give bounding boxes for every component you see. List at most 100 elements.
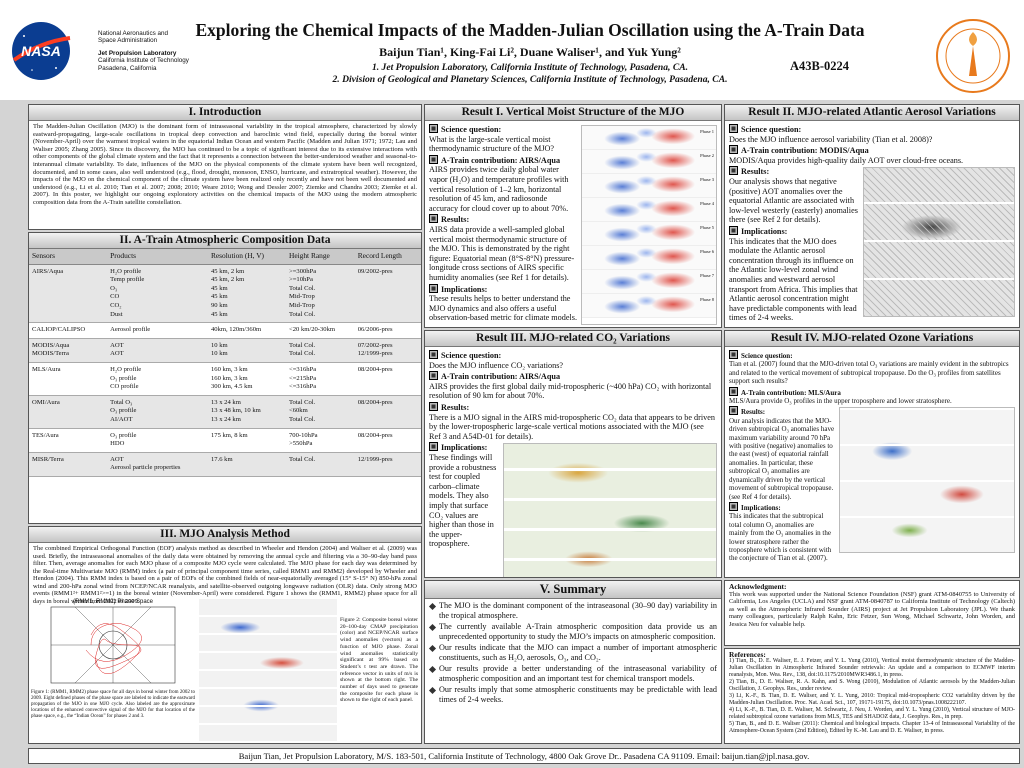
section-body: Science question: Tian et al. (2007) foun… [725,347,1019,565]
block-text: These findings will provide a robustness… [429,452,497,549]
affiliation: 2. Division of Geological and Planetary … [332,74,728,85]
text-block: Implications: This indicates that the MJO… [729,225,1015,323]
summary-item: Our results imply that some atmospheric … [428,685,717,705]
table-cell: 06/2006-pres [354,322,421,339]
text-block: Results: There is a MJO signal in the AIR… [429,401,717,441]
summary-text: Our results provide a better understandi… [439,664,717,683]
table-cell: Total O₃ O₃ profile AI/AOT [107,395,208,429]
panel-label: Phase 8 [700,297,714,302]
block-title-text: A-Train contribution: AIRS/Aqua [441,155,561,165]
figure-panel: Phase 2 [582,150,716,174]
icon [429,283,438,293]
table-row: CALIOP/CALIPSO Aerosol profile 40km, 120m/… [29,322,421,339]
block-text: MODIS/Aqua provides high-quality daily A… [729,155,964,165]
section-heading: V. Summary [425,581,721,599]
table-cell: 45 km, 2 km 45 km, 2 km 45 km 45 km 90 k… [207,264,286,324]
reference: 5) Tian, B., and D. E. Waliser (2011): C… [729,721,1015,734]
panel-label: Phase 1 [700,129,714,134]
summary: V. Summary The MJO is the dominant compo… [424,580,722,744]
table-row: MISR/Terra AOT Aerosol particle propertie… [29,452,421,477]
panel-label: Phase 3 [700,177,714,182]
figure: Phase 1 Phase 2 Phase 3 Phase 4 Phase 5 Phase… [581,125,717,325]
agency-line: National Aeronautics and [98,30,169,37]
block-title-text: Results: [741,408,766,417]
affiliation: 1. Jet Propulsion Laboratory, California… [371,62,689,73]
section-heading: Result II. MJO-related Atlantic Aerosol … [725,105,1019,121]
references: References: 1) Tian, B., D. E. Waliser, … [724,648,1020,744]
section-heading: III. MJO Analysis Method [29,527,421,543]
text-block: Science question: Tian et al. (2007) foun… [729,350,1015,386]
block-title: Results: [429,401,717,413]
block-text: This indicates that the MJO does modulat… [729,236,858,323]
table-cell: Total Col. Total Col. [285,338,355,363]
table-cell: 17.6 km [207,452,286,477]
table-cell: 40km, 120m/360m [207,322,286,339]
text-block: Results: Our analysis shows that negative… [729,166,1015,225]
block-title-text: Science question: [741,125,802,134]
text-block: A-Train contribution: AIRS/Aqua AIRS prov… [429,371,717,401]
icon [429,442,438,452]
ref-box: References: 1) Tian, B., D. E. Waliser, … [725,649,1019,737]
summary-text: Our results indicate that the MJO can im… [439,643,717,662]
table-cell: AIRS/Aqua [29,264,108,324]
table-cell: Total Col. <60km Total Col. [285,395,355,429]
table-cell: CALIOP/CALIPSO [29,322,108,339]
table-cell: Aerosol profile [107,322,208,339]
column-header: Record Length [354,249,421,265]
figure [839,407,1015,554]
table-cell: <20 km/20-30km [285,322,355,339]
figure-caption: Figure 1: (RMM1, RMM2) phase space for a… [31,690,195,719]
block-text: Does the MJO influence aerosol variabili… [729,134,933,144]
acknowledgment: Acknowledgment: This work was supported … [724,580,1020,646]
footer: Baijun Tian, Jet Propulsion Laboratory, … [28,748,1020,764]
nasa-logo: NASA [12,22,71,80]
icon [429,371,438,381]
jpl-line: California Institute of Technology [98,57,189,65]
block-text: What is the large-scale vertical moist t… [429,134,555,154]
block-title-text: Implications: [741,226,788,236]
figure-panel: Phase 3 [582,174,716,198]
summary-item: The MJO is the dominant component of the… [428,601,717,621]
block-text: AIRS provides the first global daily mid… [429,381,712,401]
analysis: III. MJO Analysis Method The combined Em… [28,526,422,744]
figure [863,167,1015,318]
summary-item: Our results indicate that the MJO can im… [428,643,717,663]
block-title-text: Implications: [441,284,488,294]
text-block: A-Train contribution: MLS/Aura MLS/Aura p… [729,386,1015,406]
column-header: Products [107,249,208,265]
figure-1: (RMM1, RMM2) Phase Space Figure 1: (RMM1… [31,599,195,743]
section-heading: II. A-Train Atmospheric Composition Data [29,233,421,249]
table-cell: 08/2004-pres [354,362,421,396]
section-text: The combined Empirical Orthogonal Functi… [33,545,417,605]
panel-label: Phase 2 [700,153,714,158]
text-block: Science question: Does the MJO influence … [429,350,717,370]
reference: 3) Li, K.-F., B. Tian, D. E. Waliser, an… [729,693,1015,706]
table-cell: <=316hPa <=215hPa <=316hPa [285,362,355,396]
block-title: Results: [429,214,717,225]
table-cell: 07/2002-pres 12/1999-pres [354,338,421,363]
block-title-text: Results: [741,167,770,177]
table-header: Sensors Products Resolution (H, V) Height R… [29,249,421,265]
section-heading: Result IV. MJO-related Ozone Variations [725,331,1019,347]
icon [429,154,438,164]
text-block: Science question: What is the large-scale… [429,124,717,154]
block-text: AIRS provides twice daily global water v… [429,165,569,213]
title: Exploring the Chemical Impacts of the Ma… [195,20,865,40]
table-row: OMI/Aura Total O₃ O₃ profile AI/AOT 13 x 2… [29,395,421,429]
block-text: MLS/Aura provide O₃ profiles in the uppe… [729,397,952,406]
block-title: Science question: [729,124,1015,135]
agency-line: Space Administration [98,37,158,45]
block-title: Science question: [429,124,717,135]
ack-text: This work was supported under the Nation… [729,590,1015,628]
block-title: A-Train contribution: AIRS/Aqua [429,371,717,382]
block-text: These results helps to better understand… [429,294,578,323]
poster-id: A43B-0224 [790,59,850,73]
block-title-text: Results: [441,402,470,412]
table-row: TES/Aura O₃ profile HDO 175 km, 8 km 700-10… [29,428,421,453]
table-cell: OMI/Aura [29,395,108,429]
table-cell: H₂O profile Temp profile O₃ CO CO₂ Dust [107,264,208,324]
icon [429,401,438,411]
introduction: I. Introduction The Madden-Julian Oscill… [28,104,422,230]
reference: 2) Tian, B., D. E. Waliser, R. A. Kahn, … [729,679,1015,692]
table-cell: MODIS/Aqua MODIS/Terra [29,338,108,363]
